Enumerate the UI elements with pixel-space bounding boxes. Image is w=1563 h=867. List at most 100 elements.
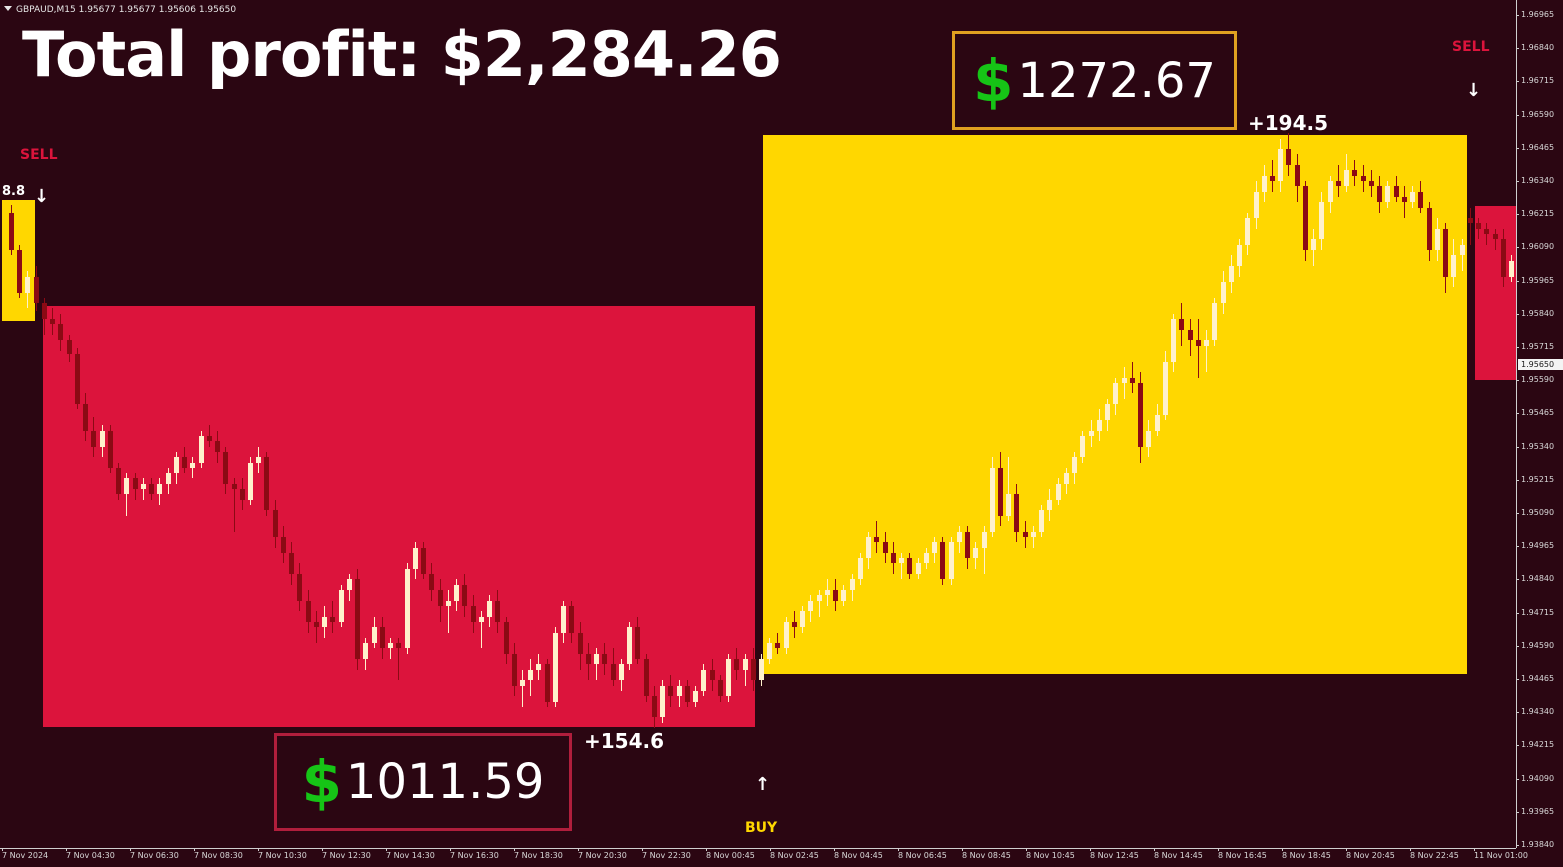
candle-body — [1154, 414, 1160, 431]
buy-signal: BUY — [745, 820, 778, 836]
price-tick-label: 1.96965 — [1515, 10, 1555, 19]
time-tick-label: 8 Nov 14:45 — [1154, 848, 1203, 860]
candle-body — [487, 600, 493, 617]
time-tick-label: 7 Nov 20:30 — [578, 848, 627, 860]
time-tick-label: 8 Nov 06:45 — [898, 848, 947, 860]
candle-body — [437, 590, 443, 606]
chart-area[interactable]: GBPAUD,M15 1.95677 1.95677 1.95606 1.956… — [0, 0, 1516, 848]
candle-body — [1006, 494, 1012, 516]
candle-body — [1451, 255, 1457, 277]
candle-wick — [744, 653, 746, 686]
candle-wick — [1494, 228, 1496, 251]
candle-body — [585, 653, 591, 665]
candle-body — [1261, 175, 1267, 192]
candle-body — [1138, 382, 1144, 447]
candle-body — [1047, 499, 1053, 511]
candle-body — [1269, 175, 1275, 181]
candle-body — [272, 510, 278, 537]
candle-body — [618, 664, 624, 681]
candle-wick — [1461, 239, 1463, 272]
candle-body — [569, 605, 575, 633]
time-tick-label: 11 Nov 01:00 — [1474, 848, 1528, 860]
candle-body — [454, 584, 460, 601]
candle-wick — [1008, 457, 1010, 521]
candle-body — [1030, 531, 1036, 537]
buy-profit-amount: 1272.67 — [1017, 52, 1216, 109]
candle-body — [1129, 377, 1135, 383]
candle-body — [1039, 510, 1045, 532]
candle-body — [330, 616, 336, 622]
price-tick-label: 1.94715 — [1515, 607, 1555, 617]
candle-body — [594, 653, 600, 665]
candle-body — [899, 558, 905, 564]
candle-body — [1327, 181, 1333, 203]
candle-body — [989, 467, 995, 532]
candle-body — [627, 627, 633, 665]
candle-body — [289, 552, 295, 575]
candle-body — [544, 664, 550, 702]
price-tick-label: 1.94340 — [1515, 707, 1555, 717]
candle-body — [915, 563, 921, 575]
price-tick-label: 1.96215 — [1515, 209, 1555, 219]
time-tick-label: 7 Nov 04:30 — [66, 848, 115, 860]
symbol-menu-icon[interactable] — [4, 6, 12, 11]
candle-body — [519, 680, 525, 686]
candle-body — [107, 430, 113, 468]
time-tick-label: 8 Nov 02:45 — [770, 848, 819, 860]
candle-body — [775, 643, 781, 649]
candle-body — [528, 669, 534, 681]
candle-body — [660, 685, 666, 718]
candle-wick — [1206, 329, 1208, 373]
price-tick-label: 1.96465 — [1515, 142, 1555, 152]
candle-body — [190, 462, 196, 468]
candle-body — [1410, 191, 1416, 203]
candle-body — [791, 621, 797, 628]
buy-profit-box: $ 1272.67 — [952, 31, 1237, 130]
candle-body — [1311, 239, 1317, 251]
candle-body — [651, 696, 657, 718]
sell-signal-left: SELL — [20, 147, 58, 163]
candle-body — [1228, 265, 1234, 282]
candle-body — [1492, 234, 1498, 240]
candle-body — [478, 616, 484, 622]
candle-body — [1360, 175, 1366, 181]
candle-wick — [521, 669, 523, 707]
candle-body — [1088, 430, 1094, 436]
candle-body — [445, 600, 451, 606]
candle-wick — [480, 611, 482, 649]
current-price-marker: 1.95650 — [1518, 359, 1563, 371]
candle-body — [313, 621, 319, 628]
candle-body — [1063, 473, 1069, 484]
symbol-header[interactable]: GBPAUD,M15 1.95677 1.95677 1.95606 1.956… — [4, 5, 236, 15]
time-tick-label: 8 Nov 20:45 — [1346, 848, 1395, 860]
candle-body — [635, 627, 641, 660]
candle-body — [1344, 170, 1350, 187]
candle-body — [412, 547, 418, 569]
price-axis[interactable]: 1.96965 1.96840 1.96715 1.96590 1.96465 1.963… — [1515, 0, 1563, 849]
time-axis[interactable]: 7 Nov 2024 7 Nov 04:30 7 Nov 06:30 7 Nov 08… — [0, 848, 1528, 867]
total-profit-title: Total profit: $2,284.26 — [22, 18, 782, 91]
candle-wick — [390, 637, 392, 660]
candle-wick — [398, 637, 400, 681]
candle-wick — [1271, 159, 1273, 192]
candle-body — [940, 542, 946, 580]
candle-body — [734, 659, 740, 670]
price-tick-label: 1.94215 — [1515, 740, 1555, 750]
price-tick-label: 1.95090 — [1515, 508, 1555, 517]
candle-body — [783, 621, 789, 649]
arrow-down-icon: ↓ — [34, 186, 50, 207]
arrow-down-icon: ↓ — [1466, 80, 1482, 101]
candle-body — [1105, 404, 1111, 421]
candle-wick — [1032, 526, 1034, 548]
price-tick-label: 1.95715 — [1515, 342, 1555, 351]
price-tick-label: 1.95840 — [1515, 308, 1555, 318]
candle-body — [346, 579, 352, 590]
candle-body — [17, 250, 23, 293]
candle-body — [173, 457, 179, 474]
candle-body — [841, 590, 847, 601]
candle-body — [1434, 228, 1440, 251]
price-tick-label: 1.94590 — [1515, 640, 1555, 650]
candle-body — [552, 632, 558, 702]
candle-body — [767, 643, 773, 660]
candle-body — [561, 605, 567, 633]
